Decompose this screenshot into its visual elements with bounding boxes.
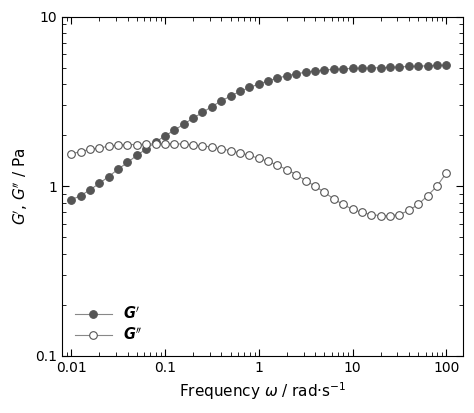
$\mathbfit{G}^{\mathbf{\prime\prime}}$ [153,141,158,146]
$\mathbfit{G}^{\mathbf{\prime\prime}}$ [162,141,168,146]
$\mathbfit{G}^{\mathbf{\prime}}$ [303,70,309,75]
$\mathbfit{G}^{\mathbf{\prime\prime}}$ [256,156,262,161]
$\mathbfit{G}^{\mathbf{\prime\prime}}$ [78,149,83,154]
$\mathbfit{G}^{\mathbf{\prime\prime}}$ [415,202,421,207]
$\mathbfit{G}^{\mathbf{\prime}}$ [368,66,374,71]
$\mathbfit{G}^{\mathbf{\prime}}$ [78,193,83,198]
$\mathbfit{G}^{\mathbf{\prime}}$ [162,133,168,138]
$\mathbfit{G}^{\mathbf{\prime\prime}}$ [191,142,196,147]
$\mathbfit{G}^{\mathbf{\prime}}$ [274,76,280,81]
$\mathbfit{G}^{\mathbf{\prime}}$ [115,167,121,172]
$\mathbfit{G}^{\mathbf{\prime}}$ [134,153,140,158]
$\mathbfit{G}^{\mathbf{\prime\prime}}$ [125,142,130,147]
$\mathbfit{G}^{\mathbf{\prime\prime}}$ [284,167,290,172]
$\mathbfit{G}^{\mathbf{\prime\prime}}$ [397,212,402,217]
$\mathbfit{G}^{\mathbf{\prime\prime}}$ [134,142,140,147]
$\mathbfit{G}^{\mathbf{\prime}}$ [106,174,111,179]
$\mathbfit{G}^{\mathbf{\prime\prime}}$ [303,178,309,183]
Line: $\mathbfit{G}^{\mathbf{\prime}}$: $\mathbfit{G}^{\mathbf{\prime}}$ [67,61,450,204]
$\mathbfit{G}^{\mathbf{\prime\prime}}$ [265,159,271,164]
$\mathbfit{G}^{\mathbf{\prime\prime}}$ [106,144,111,149]
$\mathbfit{G}^{\mathbf{\prime\prime}}$ [340,202,346,207]
$\mathbfit{G}^{\mathbf{\prime}}$ [97,181,102,186]
$\mathbfit{G}^{\mathbf{\prime\prime}}$ [378,213,383,218]
$\mathbfit{G}^{\mathbf{\prime}}$ [200,110,205,115]
$\mathbfit{G}^{\mathbf{\prime}}$ [293,71,299,76]
$\mathbfit{G}^{\mathbf{\prime}}$ [219,99,224,104]
$\mathbfit{G}^{\mathbf{\prime}}$ [397,64,402,69]
$\mathbfit{G}^{\mathbf{\prime}}$ [331,67,337,72]
$\mathbfit{G}^{\mathbf{\prime}}$ [87,188,93,192]
$\mathbfit{G}^{\mathbf{\prime}}$ [444,63,449,68]
$\mathbfit{G}^{\mathbf{\prime\prime}}$ [444,170,449,175]
$\mathbfit{G}^{\mathbf{\prime}}$ [434,63,440,68]
$\mathbfit{G}^{\mathbf{\prime\prime}}$ [425,193,430,198]
$\mathbfit{G}^{\mathbf{\prime}}$ [191,116,196,121]
$\mathbfit{G}^{\mathbf{\prime\prime}}$ [237,150,243,155]
$\mathbfit{G}^{\mathbf{\prime}}$ [406,64,412,69]
$\mathbfit{G}^{\mathbf{\prime\prime}}$ [97,145,102,150]
Line: $\mathbfit{G}^{\mathbf{\prime\prime}}$: $\mathbfit{G}^{\mathbf{\prime\prime}}$ [67,140,450,219]
$\mathbfit{G}^{\mathbf{\prime\prime}}$ [434,184,440,189]
$\mathbfit{G}^{\mathbf{\prime}}$ [181,122,186,127]
$\mathbfit{G}^{\mathbf{\prime\prime}}$ [406,208,412,213]
$\mathbfit{G}^{\mathbf{\prime\prime}}$ [293,172,299,177]
Y-axis label: $\it{G}$$'$, $\it{G}$$''$ / Pa: $\it{G}$$'$, $\it{G}$$''$ / Pa [11,147,30,225]
$\mathbfit{G}^{\mathbf{\prime}}$ [246,85,252,90]
$\mathbfit{G}^{\mathbf{\prime}}$ [321,68,327,73]
X-axis label: Frequency $\it{\omega}$ / rad·s$^{-1}$: Frequency $\it{\omega}$ / rad·s$^{-1}$ [179,380,346,402]
$\mathbfit{G}^{\mathbf{\prime\prime}}$ [331,197,337,202]
$\mathbfit{G}^{\mathbf{\prime}}$ [144,146,149,151]
$\mathbfit{G}^{\mathbf{\prime\prime}}$ [87,147,93,152]
$\mathbfit{G}^{\mathbf{\prime}}$ [350,66,356,71]
$\mathbfit{G}^{\mathbf{\prime}}$ [387,65,393,70]
$\mathbfit{G}^{\mathbf{\prime}}$ [209,104,215,109]
$\mathbfit{G}^{\mathbf{\prime}}$ [153,140,158,145]
$\mathbfit{G}^{\mathbf{\prime}}$ [256,82,262,87]
$\mathbfit{G}^{\mathbf{\prime\prime}}$ [312,184,318,189]
$\mathbfit{G}^{\mathbf{\prime\prime}}$ [350,207,356,212]
$\mathbfit{G}^{\mathbf{\prime}}$ [359,66,365,71]
$\mathbfit{G}^{\mathbf{\prime\prime}}$ [200,143,205,148]
$\mathbfit{G}^{\mathbf{\prime\prime}}$ [209,145,215,150]
$\mathbfit{G}^{\mathbf{\prime}}$ [284,73,290,78]
$\mathbfit{G}^{\mathbf{\prime\prime}}$ [68,152,74,157]
$\mathbfit{G}^{\mathbf{\prime}}$ [415,64,421,69]
$\mathbfit{G}^{\mathbf{\prime\prime}}$ [246,153,252,158]
$\mathbfit{G}^{\mathbf{\prime\prime}}$ [172,141,177,146]
$\mathbfit{G}^{\mathbf{\prime}}$ [237,89,243,94]
$\mathbfit{G}^{\mathbf{\prime\prime}}$ [144,142,149,147]
$\mathbfit{G}^{\mathbf{\prime\prime}}$ [219,146,224,151]
$\mathbfit{G}^{\mathbf{\prime\prime}}$ [228,148,234,153]
$\mathbfit{G}^{\mathbf{\prime\prime}}$ [321,190,327,195]
$\mathbfit{G}^{\mathbf{\prime}}$ [172,128,177,133]
$\mathbfit{G}^{\mathbf{\prime\prime}}$ [115,142,121,147]
$\mathbfit{G}^{\mathbf{\prime}}$ [125,160,130,165]
$\mathbfit{G}^{\mathbf{\prime\prime}}$ [387,213,393,218]
$\mathbfit{G}^{\mathbf{\prime}}$ [425,63,430,68]
$\mathbfit{G}^{\mathbf{\prime\prime}}$ [359,210,365,215]
$\mathbfit{G}^{\mathbf{\prime}}$ [265,78,271,83]
$\mathbfit{G}^{\mathbf{\prime}}$ [228,94,234,99]
$\mathbfit{G}^{\mathbf{\prime\prime}}$ [181,142,186,147]
$\mathbfit{G}^{\mathbf{\prime}}$ [378,65,383,70]
$\mathbfit{G}^{\mathbf{\prime}}$ [312,69,318,74]
$\mathbfit{G}^{\mathbf{\prime}}$ [340,66,346,71]
Legend: $\mathbfit{G}^{\mathbf{\prime}}$, $\mathbfit{G}^{\mathbf{\prime\prime}}$: $\mathbfit{G}^{\mathbf{\prime}}$, $\math… [69,299,149,349]
$\mathbfit{G}^{\mathbf{\prime\prime}}$ [274,163,280,168]
$\mathbfit{G}^{\mathbf{\prime\prime}}$ [368,212,374,217]
$\mathbfit{G}^{\mathbf{\prime}}$ [68,197,74,202]
